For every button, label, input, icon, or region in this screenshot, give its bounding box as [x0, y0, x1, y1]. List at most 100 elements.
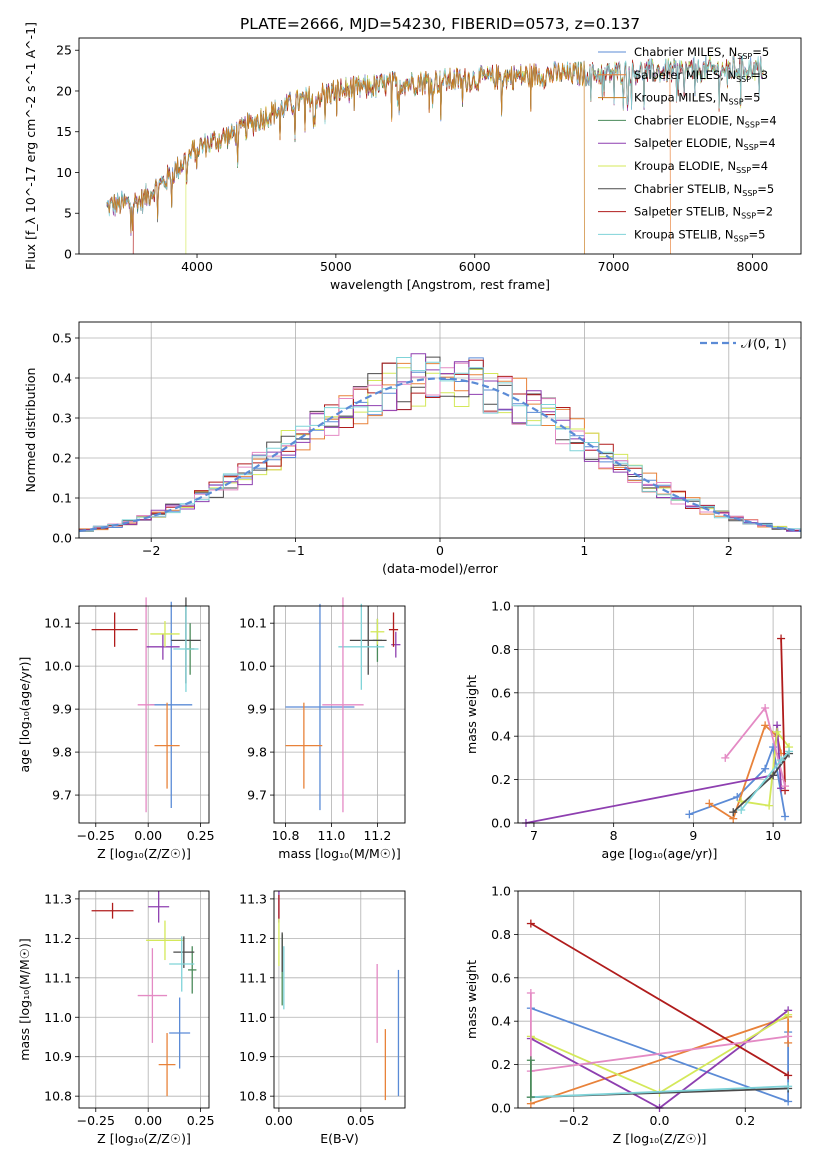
y-tick-label: 0.6 [491, 685, 511, 700]
y-tick-label: 11.0 [239, 1010, 267, 1025]
x-tick-label: 0.00 [134, 1113, 162, 1128]
x-axis-label: Z [log₁₀(Z/Z☉)] [97, 846, 191, 861]
legend-entry: Salpeter ELODIE, NSSP=4 [634, 136, 776, 152]
y-tick-label: 10 [56, 165, 72, 180]
residuals-panel: −2 −1 0 1 2 0.0 0.1 0.2 0.3 0.4 0.5 (data-model)/er… [23, 321, 802, 576]
y-tick-label: 0.0 [52, 531, 72, 546]
y-axis-label: mass weight [464, 960, 479, 1039]
x-axis-label: wavelength [Angstrom, rest frame] [330, 277, 550, 292]
y-axis-label: Normed distribution [23, 368, 38, 493]
y-tick-label: 0.0 [491, 1101, 511, 1116]
y-tick-label: 1.0 [491, 884, 511, 899]
y-tick-label: 0.4 [52, 371, 72, 386]
figure-title: PLATE=2666, MJD=54230, FIBERID=0573, z=0… [240, 15, 640, 33]
y-tick-label: 10.9 [44, 1049, 72, 1064]
axes-frame [78, 37, 802, 255]
age-vs-z-panel: −0.25 0.00 0.25 9.7 9.8 9.9 10.0 10.1 Z [log₁₀(Z… [17, 597, 215, 861]
weight-line-7 [530, 922, 789, 1077]
spectrum-panel: 4000 5000 6000 7000 8000 0 5 10 15 20 25 wavelength… [23, 22, 802, 292]
y-axis-label: mass [log₁₀(M/M☉)] [17, 938, 32, 1060]
y-tick-label: 0.6 [491, 970, 511, 985]
y-tick-label: 11.1 [239, 970, 267, 985]
y-tick-label: 9.7 [247, 788, 267, 803]
y-tick-label: 10.8 [239, 1089, 267, 1104]
x-tick-label: 6000 [459, 259, 491, 274]
y-tick-label: 0.2 [52, 451, 72, 466]
axes-frame [78, 605, 210, 824]
mass-weight-vs-age-panel: 7 8 9 10 0.0 0.2 0.4 0.6 0.8 1.0 age [log₁₀(age/yr… [464, 599, 802, 861]
x-tick-label: −2 [142, 543, 160, 558]
y-tick-label: 9.9 [247, 702, 267, 717]
x-tick-label: 0 [436, 543, 444, 558]
y-tick-label: 10.1 [239, 616, 267, 631]
spectrum-line-2 [106, 61, 585, 255]
x-tick-label: 5000 [320, 259, 352, 274]
x-axis-label: Z [log₁₀(Z/Z☉)] [97, 1131, 191, 1146]
x-axis-label: (data-model)/error [382, 561, 499, 576]
x-tick-label: 0.0 [650, 1113, 670, 1128]
y-tick-label: 9.8 [52, 745, 72, 760]
axes-frame [273, 890, 406, 1109]
x-tick-label: −0.25 [77, 828, 115, 843]
y-tick-label: 11.2 [44, 931, 72, 946]
y-tick-label: 0.2 [491, 772, 511, 787]
axes-frame [78, 321, 802, 539]
y-tick-label: 1.0 [491, 599, 511, 614]
x-axis-label: mass [log₁₀(M/M☉)] [278, 846, 400, 861]
y-tick-label: 10.9 [239, 1049, 267, 1064]
y-tick-label: 11.1 [44, 970, 72, 985]
axes-frame [517, 605, 802, 824]
y-axis-label: age [log₁₀(age/yr)] [17, 657, 32, 773]
axes-frame [517, 890, 802, 1109]
x-tick-label: 8000 [736, 259, 768, 274]
y-tick-label: 0.2 [491, 1057, 511, 1072]
x-tick-label: 0.2 [735, 1113, 755, 1128]
legend-entry: Chabrier MILES, NSSP=5 [634, 45, 769, 61]
y-tick-label: 10.1 [44, 616, 72, 631]
y-tick-label: 20 [56, 83, 72, 98]
axes-frame [273, 605, 406, 824]
x-axis-label: E(B-V) [320, 1131, 359, 1146]
y-tick-label: 0.0 [491, 816, 511, 831]
y-tick-label: 9.8 [247, 745, 267, 760]
legend-entry: Kroupa MILES, NSSP=5 [634, 91, 760, 107]
x-tick-label: 0.25 [187, 828, 215, 843]
x-axis-label: age [log₁₀(age/yr)] [602, 846, 718, 861]
x-tick-label: −1 [286, 543, 304, 558]
mass-vs-z-panel: −0.25 0.00 0.25 10.8 10.9 11.0 11.1 11.2 11.3 Z [… [17, 890, 215, 1146]
y-tick-label: 9.9 [52, 702, 72, 717]
weight-line-8 [530, 1085, 789, 1099]
y-tick-label: 25 [56, 43, 72, 58]
y-tick-label: 9.7 [52, 788, 72, 803]
y-tick-label: 0.1 [52, 491, 72, 506]
y-tick-label: 0 [64, 247, 72, 262]
x-tick-label: 4000 [181, 259, 213, 274]
x-tick-label: 2 [725, 543, 733, 558]
x-tick-label: 1 [580, 543, 588, 558]
y-axis-label: Flux [f_λ 10^-17 erg cm^-2 s^-1 A^-1] [23, 22, 38, 270]
x-tick-label: 10.8 [272, 828, 300, 843]
x-tick-label: −0.25 [77, 1113, 115, 1128]
weight-line-7 [780, 638, 786, 791]
y-tick-label: 11.2 [239, 931, 267, 946]
y-tick-label: 11.3 [239, 891, 267, 906]
y-tick-label: 10.0 [239, 659, 267, 674]
y-tick-label: 10.8 [44, 1089, 72, 1104]
mass-vs-ebv-panel: 0.00 0.05 10.8 10.9 11.0 11.1 11.2 11.3 E(B-V) [239, 890, 406, 1146]
y-tick-label: 0.5 [52, 331, 72, 346]
y-tick-label: 15 [56, 124, 72, 139]
y-tick-label: 0.8 [491, 927, 511, 942]
normal-reference-curve [78, 377, 802, 533]
legend-entry: Chabrier STELIB, NSSP=5 [634, 182, 774, 198]
x-tick-label: 11.0 [318, 828, 346, 843]
x-tick-label: 11.2 [363, 828, 391, 843]
age-vs-mass-panel: 10.8 11.0 11.2 9.7 9.8 9.9 10.0 10.1 mass [log₁₀… [239, 597, 406, 861]
y-tick-label: 11.3 [44, 891, 72, 906]
y-tick-label: 10.0 [44, 659, 72, 674]
y-tick-label: 11.0 [44, 1010, 72, 1025]
y-tick-label: 0.4 [491, 729, 511, 744]
y-tick-label: 5 [64, 206, 72, 221]
x-tick-label: 0.25 [187, 1113, 215, 1128]
y-tick-label: 0.3 [52, 411, 72, 426]
